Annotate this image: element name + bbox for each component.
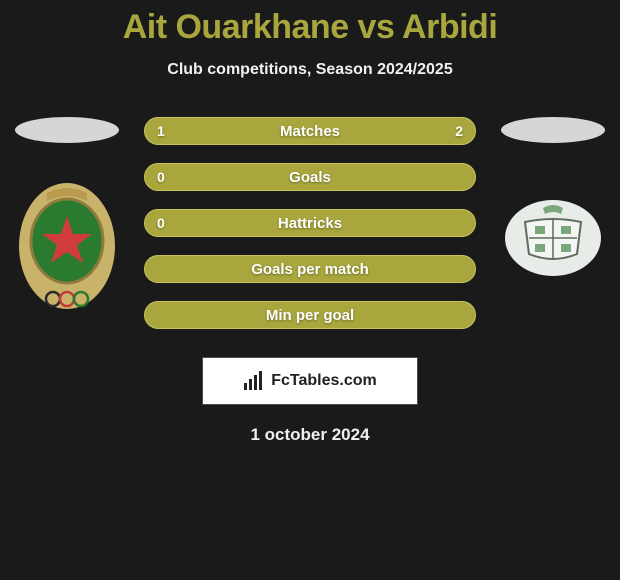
stat-label: Min per goal <box>266 307 354 324</box>
stat-bar-goals-per-match: Goals per match <box>144 255 476 283</box>
crest-left-icon <box>17 181 117 311</box>
crest-right-icon <box>503 198 603 278</box>
stat-label: Goals per match <box>251 261 369 278</box>
stat-bar-min-per-goal: Min per goal <box>144 301 476 329</box>
attribution-text: FcTables.com <box>271 372 377 390</box>
right-crest <box>503 173 603 303</box>
player-left-avatar <box>15 117 119 143</box>
stat-label: Hattricks <box>278 215 342 232</box>
left-column <box>8 117 126 311</box>
stat-bar-matches: 1 Matches 2 <box>144 117 476 145</box>
left-crest <box>17 181 117 311</box>
page-title: Ait Ouarkhane vs Arbidi <box>0 8 620 47</box>
player-right-avatar <box>501 117 605 143</box>
right-column <box>494 117 612 303</box>
date-label: 1 october 2024 <box>0 425 620 445</box>
comparison-row: 1 Matches 2 0 Goals 0 Hattricks Goals pe… <box>0 117 620 347</box>
stats-column: 1 Matches 2 0 Goals 0 Hattricks Goals pe… <box>126 117 494 347</box>
stat-left-value: 0 <box>157 169 165 185</box>
stat-left-value: 1 <box>157 123 165 139</box>
stat-label: Goals <box>289 169 331 186</box>
stat-left-value: 0 <box>157 215 165 231</box>
stat-bar-goals: 0 Goals <box>144 163 476 191</box>
subtitle: Club competitions, Season 2024/2025 <box>0 61 620 79</box>
attribution-box: FcTables.com <box>202 357 418 405</box>
stat-label: Matches <box>280 123 340 140</box>
bar-chart-icon <box>243 371 265 391</box>
stat-right-value: 2 <box>455 123 463 139</box>
stat-bar-hattricks: 0 Hattricks <box>144 209 476 237</box>
